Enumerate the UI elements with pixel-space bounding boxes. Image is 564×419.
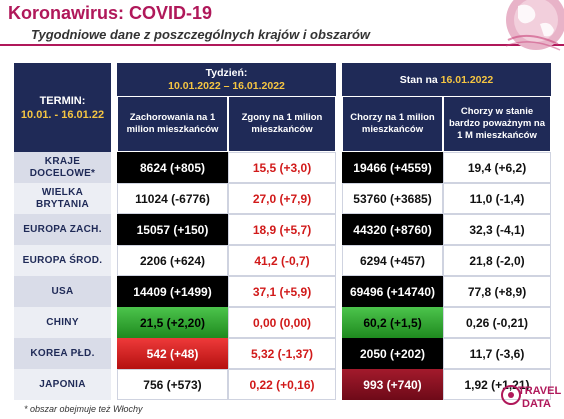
severe-cell: 11,7 (-3,6) [443, 338, 551, 369]
col-header-severe: Chorzy w stanie bardzo poważnym na 1 M m… [443, 96, 551, 152]
row-label: JAPONIA [14, 369, 111, 400]
row-label-line: KRAJE [44, 155, 81, 167]
row-label-line: CHINY [46, 316, 79, 328]
cases-cell: 8624 (+805) [117, 152, 228, 183]
severe-cell: 11,0 (-1,4) [443, 183, 551, 214]
sick-cell: 993 (+740) [342, 369, 443, 400]
deaths-cell: 27,0 (+7,9) [228, 183, 336, 214]
logo-text-travel: TRAVEL [518, 385, 562, 397]
table-row: JAPONIA 756 (+573) 0,22 (+0,16) 993 (+74… [14, 369, 551, 400]
cases-cell: 11024 (-6776) [117, 183, 228, 214]
termin-header: TERMIN: 10.01. - 16.01.22 [14, 63, 111, 152]
row-label-line: EUROPA ZACH. [23, 223, 102, 235]
stan-header: Stan na 16.01.2022 [342, 63, 551, 96]
row-label-line: EUROPA ŚROD. [22, 254, 103, 266]
severe-cell: 32,3 (-4,1) [443, 214, 551, 245]
row-label: USA [14, 276, 111, 307]
page-title: Koronawirus: COVID-19 [8, 3, 213, 23]
table-row: EUROPA ZACH. 15057 (+150) 18,9 (+5,7) 44… [14, 214, 551, 245]
deaths-cell: 37,1 (+5,9) [228, 276, 336, 307]
col-header-deaths: Zgony na 1 milion mieszkańców [228, 96, 336, 152]
table-row: KOREA PŁD. 542 (+48) 5,32 (-1,37) 2050 (… [14, 338, 551, 369]
deaths-cell: 18,9 (+5,7) [228, 214, 336, 245]
page-subtitle: Tygodniowe dane z poszczególnych krajów … [31, 27, 371, 42]
covid-data-table: TERMIN: 10.01. - 16.01.22 Tydzień: 10.01… [14, 63, 551, 400]
cases-cell: 542 (+48) [117, 338, 228, 369]
col-header-sick: Chorzy na 1 milion mieszkańców [342, 96, 443, 152]
sick-cell: 19466 (+4559) [342, 152, 443, 183]
sick-cell: 44320 (+8760) [342, 214, 443, 245]
sick-cell: 60,2 (+1,5) [342, 307, 443, 338]
week-header: Tydzień: 10.01.2022 – 16.01.2022 [117, 63, 336, 96]
row-label-line: BRYTANIA [36, 198, 89, 210]
severe-cell: 0,26 (-0,21) [443, 307, 551, 338]
table-row: EUROPA ŚROD. 2206 (+624) 41,2 (-0,7) 629… [14, 245, 551, 276]
cases-cell: 21,5 (+2,20) [117, 307, 228, 338]
col-header-cases: Zachorowania na 1 milion mieszkańców [117, 96, 228, 152]
severe-cell: 77,8 (+8,9) [443, 276, 551, 307]
sick-cell: 53760 (+3685) [342, 183, 443, 214]
row-label-line: KOREA PŁD. [30, 347, 95, 359]
logo-text-data: DATA [522, 398, 551, 410]
table-row: USA 14409 (+1499) 37,1 (+5,9) 69496 (+14… [14, 276, 551, 307]
row-label-line: WIELKA [41, 186, 84, 198]
severe-cell: 19,4 (+6,2) [443, 152, 551, 183]
deaths-cell: 41,2 (-0,7) [228, 245, 336, 276]
stan-prefix: Stan na [399, 73, 441, 86]
week-range: 10.01.2022 – 16.01.2022 [168, 79, 285, 92]
deaths-cell: 0,00 (0,00) [228, 307, 336, 338]
logo-ring-icon [501, 385, 521, 405]
table-row: KRAJE DOCELOWE* 8624 (+805) 15,5 (+3,0) … [14, 152, 551, 183]
row-label: EUROPA ŚROD. [14, 245, 111, 276]
stan-date: 16.01.2022 [440, 73, 494, 86]
severe-cell: 1,92 (+1,21) [443, 369, 551, 400]
globe-icon [505, 0, 564, 51]
travel-data-logo: TRAVEL DATA [500, 382, 562, 416]
termin-range: 10.01. - 16.01.22 [20, 108, 105, 121]
severe-cell: 21,8 (-2,0) [443, 245, 551, 276]
footnote: * obszar obejmuje też Włochy [24, 404, 143, 414]
sick-cell: 69496 (+14740) [342, 276, 443, 307]
row-label: WIELKA BRYTANIA [14, 183, 111, 214]
table-row: WIELKA BRYTANIA 11024 (-6776) 27,0 (+7,9… [14, 183, 551, 214]
deaths-cell: 5,32 (-1,37) [228, 338, 336, 369]
cases-cell: 15057 (+150) [117, 214, 228, 245]
deaths-cell: 15,5 (+3,0) [228, 152, 336, 183]
row-label-line: JAPONIA [39, 378, 86, 390]
cases-cell: 756 (+573) [117, 369, 228, 400]
title-rule [0, 44, 564, 46]
week-label: Tydzień: [205, 66, 248, 79]
cases-cell: 14409 (+1499) [117, 276, 228, 307]
row-label-line: DOCELOWE* [29, 167, 96, 179]
cases-cell: 2206 (+624) [117, 245, 228, 276]
row-label: EUROPA ZACH. [14, 214, 111, 245]
row-label-line: USA [51, 285, 74, 297]
table-row: CHINY 21,5 (+2,20) 0,00 (0,00) 60,2 (+1,… [14, 307, 551, 338]
deaths-cell: 0,22 (+0,16) [228, 369, 336, 400]
row-label: KRAJE DOCELOWE* [14, 152, 111, 183]
row-label: CHINY [14, 307, 111, 338]
sick-cell: 2050 (+202) [342, 338, 443, 369]
termin-label: TERMIN: [39, 94, 86, 107]
row-label: KOREA PŁD. [14, 338, 111, 369]
sick-cell: 6294 (+457) [342, 245, 443, 276]
